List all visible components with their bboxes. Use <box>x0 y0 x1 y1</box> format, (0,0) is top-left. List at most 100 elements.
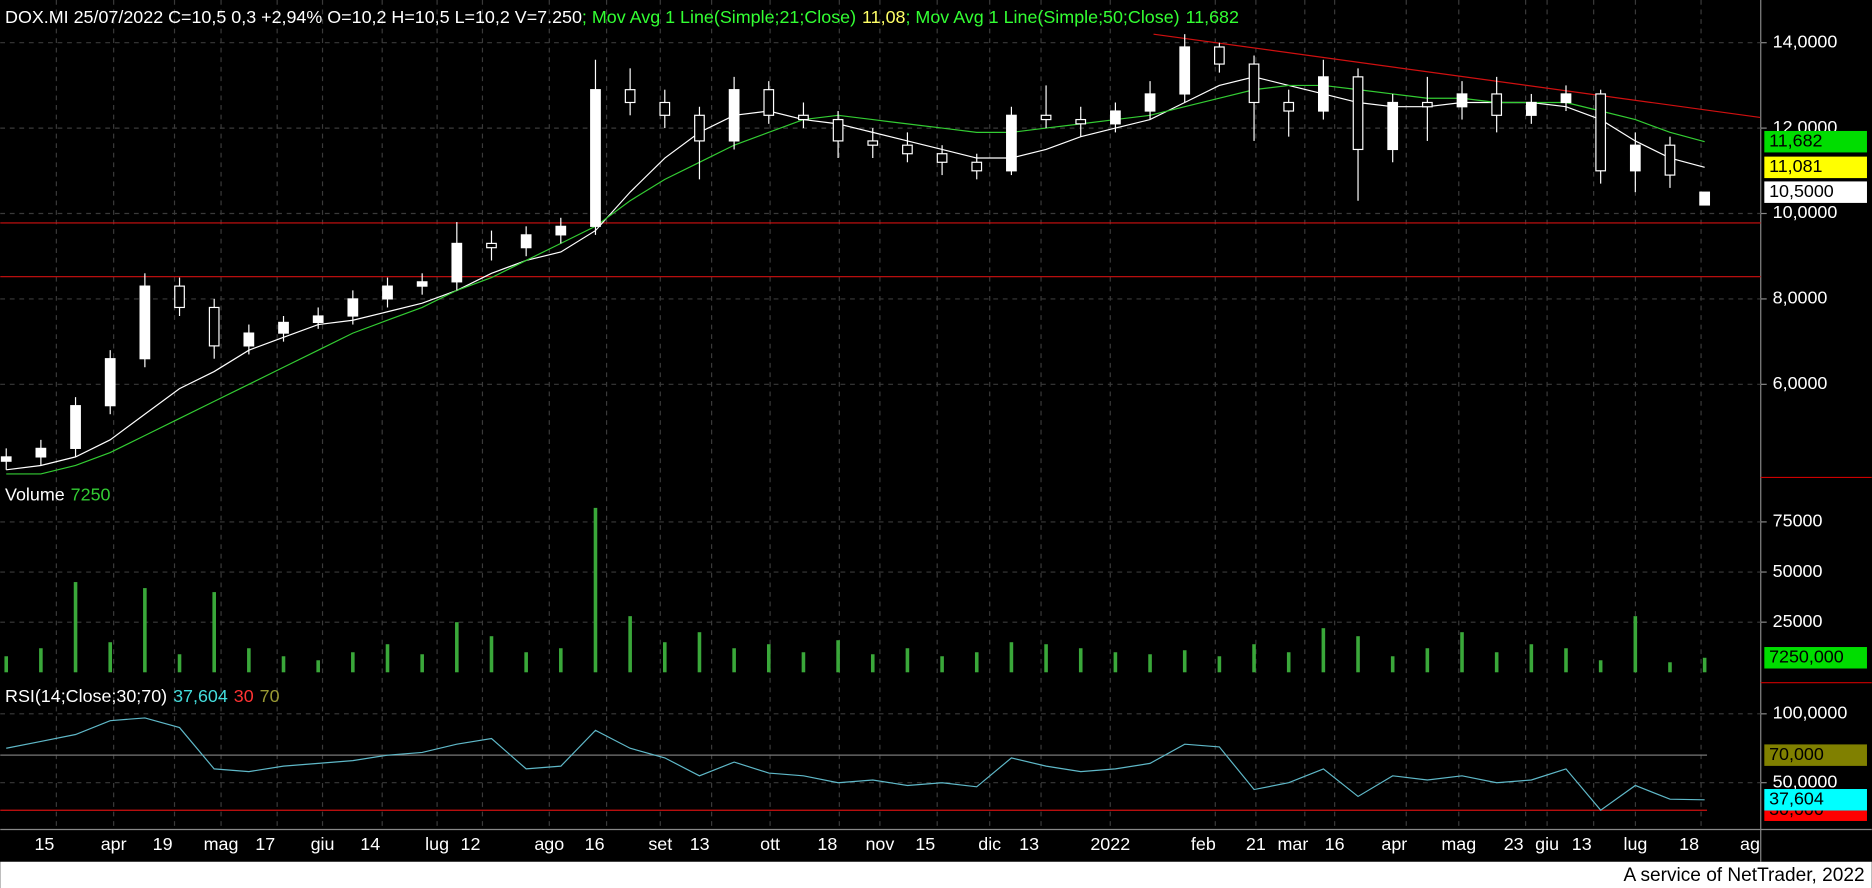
x-tick-label: 14 <box>360 834 380 854</box>
candle-body <box>382 285 393 300</box>
candle-body <box>1699 191 1711 206</box>
volume-bar <box>1460 632 1464 673</box>
candle-body <box>832 118 844 142</box>
volume-bar <box>1286 652 1291 673</box>
volume-bar <box>1182 650 1187 673</box>
x-tick-label: 23 <box>1504 834 1524 854</box>
candle-body <box>1110 110 1121 125</box>
x-tick-label: 13 <box>1019 834 1039 854</box>
x-tick-label: feb <box>1191 834 1216 854</box>
volume-bar <box>836 640 840 673</box>
moving-average-line <box>6 76 1705 471</box>
value-box <box>1764 130 1867 153</box>
volume-bar <box>281 656 286 673</box>
candle-body <box>1352 76 1364 151</box>
value-box-label: 37,604 <box>1769 788 1824 808</box>
candle-body <box>1040 114 1052 121</box>
x-tick-label: giu <box>311 834 335 854</box>
x-tick-label: 17 <box>255 834 275 854</box>
value-box <box>1764 744 1867 766</box>
value-box <box>1764 181 1867 203</box>
volume-bar <box>316 660 320 673</box>
legend-name: ; Mov Avg 1 Line(Simple;21;Close) <box>582 7 856 27</box>
volume-bar <box>1425 648 1430 673</box>
volume-bar <box>663 642 667 673</box>
candle-body <box>1006 114 1017 172</box>
volume-bar <box>1217 656 1222 673</box>
y-tick-label: 6,0000 <box>1773 373 1828 393</box>
candle-body <box>624 89 636 104</box>
candle-body <box>971 161 983 172</box>
volume-bar <box>1252 644 1256 673</box>
legend-name: ; Mov Avg 1 Line(Simple;50;Close) <box>905 7 1179 27</box>
volume-bar <box>766 644 771 673</box>
x-tick-label: ago <box>534 834 564 854</box>
x-tick-label: 16 <box>1325 834 1345 854</box>
x-tick-label: dic <box>978 834 1001 854</box>
rsi-line <box>6 717 1705 811</box>
x-tick-label: mag <box>1441 834 1476 854</box>
volume-bar <box>39 648 43 673</box>
candle-body <box>486 242 497 249</box>
volume-bar <box>1390 656 1395 673</box>
value-box <box>1764 156 1867 179</box>
price-header: DOX.MI 25/07/2022 C=10,5 0,3 +2,94% O=10… <box>5 7 1239 27</box>
candle-body <box>451 242 463 283</box>
legend-name: RSI(14;Close;30;70) <box>5 686 167 706</box>
x-tick-label: 18 <box>817 834 837 854</box>
x-tick-label: 12 <box>461 834 481 854</box>
candle-body <box>1248 63 1260 104</box>
candle-body <box>1214 46 1225 65</box>
candle-body <box>1075 118 1087 125</box>
volume-bar <box>1702 657 1707 673</box>
candle-body <box>798 114 809 121</box>
x-tick-label: giu <box>1535 834 1559 854</box>
x-tick-label: 18 <box>1679 834 1699 854</box>
candle-body <box>416 281 428 287</box>
grid <box>0 0 1767 830</box>
volume-bar <box>212 592 216 673</box>
volume-bar <box>628 616 632 673</box>
x-tick-label: 13 <box>1572 834 1592 854</box>
x-tick-label: mar <box>1277 834 1308 854</box>
candle-body <box>1456 93 1468 108</box>
candle-body <box>902 144 913 155</box>
volume-bar <box>1009 642 1014 673</box>
volume-bar <box>1321 628 1326 673</box>
legend-value: 11,682 <box>1186 7 1239 27</box>
volume-bar <box>1668 662 1672 673</box>
candle-body <box>1595 93 1607 172</box>
legend-level: 70 <box>260 686 280 706</box>
volume-bar <box>4 656 9 673</box>
x-tick-label: 15 <box>34 834 54 854</box>
value-box <box>1764 647 1867 669</box>
y-tick-label: 100,0000 <box>1773 703 1848 723</box>
volume-bar <box>455 622 459 673</box>
volume-bar <box>1356 636 1360 673</box>
candle-body <box>243 332 255 347</box>
volume-bar <box>1529 644 1534 673</box>
candle-body <box>347 298 359 317</box>
candle-body <box>70 405 81 449</box>
trend-line <box>1153 33 1761 119</box>
volume-bar <box>1148 654 1152 673</box>
volume-bar <box>870 654 875 673</box>
candle-body <box>1421 101 1433 108</box>
volume-bar <box>73 582 78 673</box>
candle-body <box>590 89 601 227</box>
legend-value: 11,08 <box>862 7 905 27</box>
x-tick-label: lug <box>1623 834 1647 854</box>
moving-average-line <box>6 84 1705 475</box>
volume-bar <box>524 652 528 673</box>
candle-body <box>763 89 775 116</box>
y-tick-label: 10,0000 <box>1773 202 1838 222</box>
x-tick-label: 21 <box>1246 834 1266 854</box>
candle-body <box>1525 101 1537 116</box>
volume-bar <box>974 652 979 673</box>
volume-bar <box>801 652 806 673</box>
volume-bar <box>143 588 147 673</box>
volume-bar <box>905 648 910 673</box>
x-tick-label: 13 <box>690 834 710 854</box>
candle-body <box>1664 144 1676 176</box>
